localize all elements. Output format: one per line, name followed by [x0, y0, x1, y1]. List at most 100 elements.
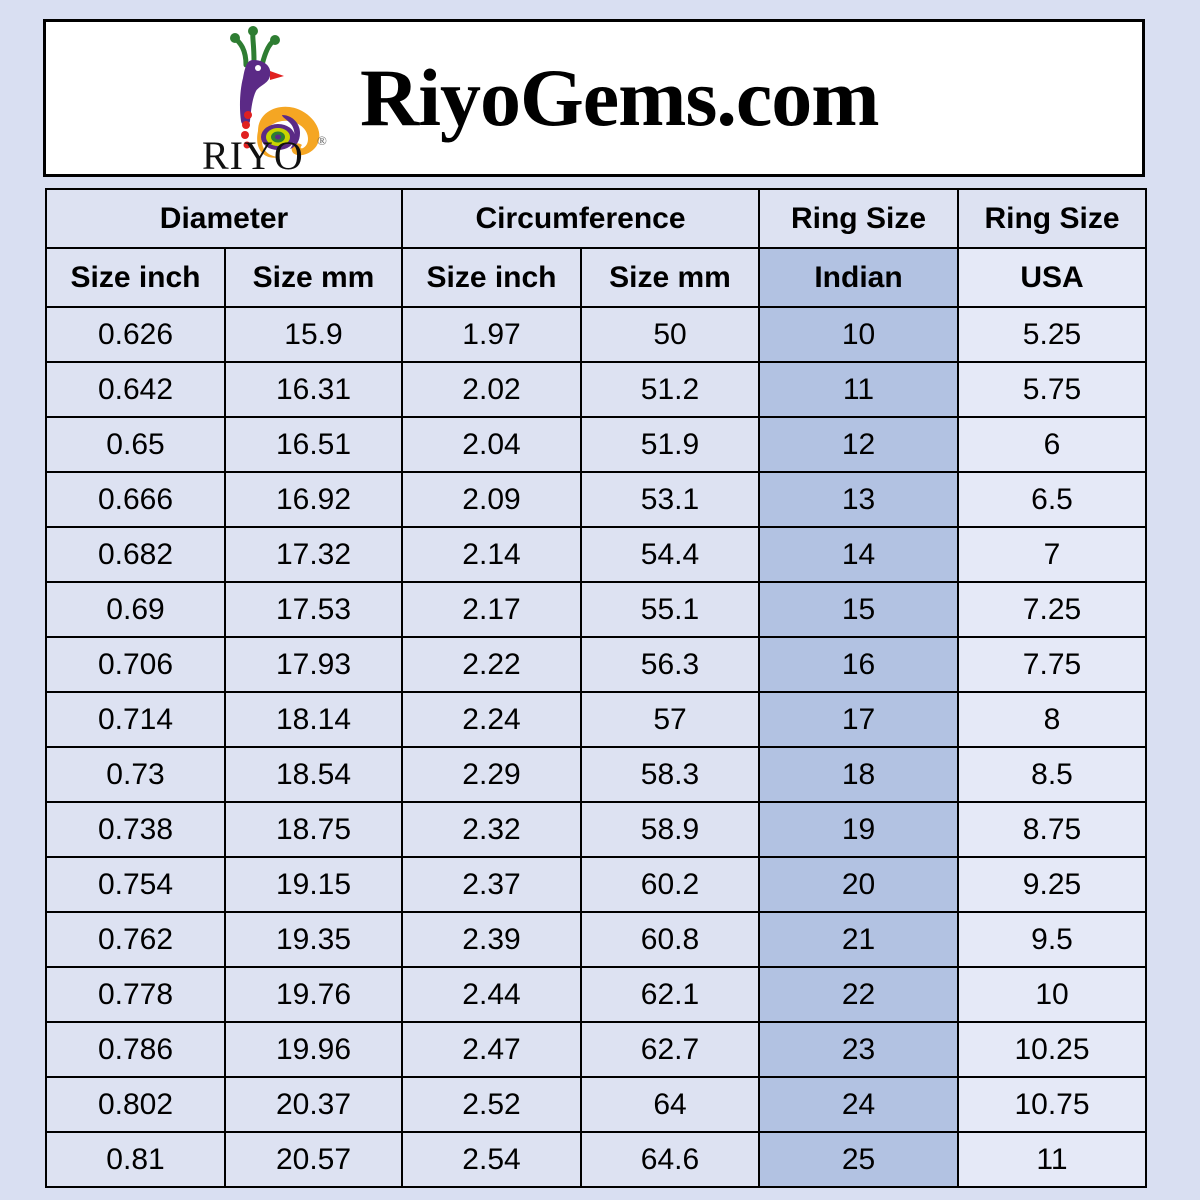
cell-circumference-mm: 55.1 [580, 581, 760, 638]
cell-diameter-inch: 0.738 [45, 801, 226, 858]
cell-circumference-inch: 2.54 [401, 1131, 582, 1188]
cell-diameter-mm: 16.51 [224, 416, 403, 473]
cell-diameter-mm: 17.32 [224, 526, 403, 583]
table-row: 0.642 16.31 2.02 51.2 11 5.75 [45, 361, 1147, 418]
cell-usa: 10.25 [957, 1021, 1147, 1078]
cell-diameter-inch: 0.642 [45, 361, 226, 418]
cell-indian: 25 [758, 1131, 959, 1188]
cell-circumference-mm: 51.2 [580, 361, 760, 418]
cell-usa: 5.25 [957, 306, 1147, 363]
cell-circumference-mm: 50 [580, 306, 760, 363]
table-row: 0.738 18.75 2.32 58.9 19 8.75 [45, 801, 1147, 858]
cell-circumference-inch: 2.37 [401, 856, 582, 913]
svg-text:RIYO: RIYO [202, 133, 304, 173]
cell-circumference-inch: 2.14 [401, 526, 582, 583]
sub-header-diameter-inch: Size inch [45, 247, 226, 308]
cell-indian: 11 [758, 361, 959, 418]
table-row: 0.626 15.9 1.97 50 10 5.25 [45, 306, 1147, 363]
cell-diameter-inch: 0.802 [45, 1076, 226, 1133]
cell-circumference-inch: 2.52 [401, 1076, 582, 1133]
svg-text:®: ® [317, 133, 327, 148]
cell-circumference-inch: 2.22 [401, 636, 582, 693]
table-row: 0.778 19.76 2.44 62.1 22 10 [45, 966, 1147, 1023]
cell-indian: 15 [758, 581, 959, 638]
table-row: 0.666 16.92 2.09 53.1 13 6.5 [45, 471, 1147, 528]
cell-diameter-mm: 17.53 [224, 581, 403, 638]
cell-usa: 6.5 [957, 471, 1147, 528]
cell-circumference-mm: 60.8 [580, 911, 760, 968]
table-row: 0.69 17.53 2.17 55.1 15 7.25 [45, 581, 1147, 638]
table-row: 0.73 18.54 2.29 58.3 18 8.5 [45, 746, 1147, 803]
cell-indian: 17 [758, 691, 959, 748]
cell-circumference-mm: 58.3 [580, 746, 760, 803]
ring-size-table: Diameter Circumference Ring Size Ring Si… [45, 188, 1147, 1188]
cell-indian: 18 [758, 746, 959, 803]
sub-header-usa: USA [957, 247, 1147, 308]
cell-usa: 8.75 [957, 801, 1147, 858]
table-row: 0.754 19.15 2.37 60.2 20 9.25 [45, 856, 1147, 913]
cell-diameter-inch: 0.626 [45, 306, 226, 363]
cell-diameter-inch: 0.682 [45, 526, 226, 583]
cell-usa: 9.5 [957, 911, 1147, 968]
cell-diameter-mm: 19.76 [224, 966, 403, 1023]
cell-circumference-inch: 2.32 [401, 801, 582, 858]
brand-title: RiyoGems.com [360, 52, 880, 143]
cell-usa: 7.25 [957, 581, 1147, 638]
cell-diameter-mm: 19.96 [224, 1021, 403, 1078]
cell-diameter-mm: 15.9 [224, 306, 403, 363]
cell-indian: 16 [758, 636, 959, 693]
cell-diameter-mm: 20.37 [224, 1076, 403, 1133]
cell-circumference-mm: 54.4 [580, 526, 760, 583]
cell-usa: 10.75 [957, 1076, 1147, 1133]
cell-indian: 21 [758, 911, 959, 968]
cell-diameter-mm: 18.75 [224, 801, 403, 858]
cell-diameter-mm: 16.31 [224, 361, 403, 418]
table-row: 0.802 20.37 2.52 64 24 10.75 [45, 1076, 1147, 1133]
cell-circumference-inch: 2.04 [401, 416, 582, 473]
cell-circumference-inch: 2.29 [401, 746, 582, 803]
cell-indian: 14 [758, 526, 959, 583]
cell-circumference-mm: 56.3 [580, 636, 760, 693]
cell-circumference-mm: 64.6 [580, 1131, 760, 1188]
group-header-circumference: Circumference [401, 188, 760, 249]
cell-usa: 8 [957, 691, 1147, 748]
table-row: 0.81 20.57 2.54 64.6 25 11 [45, 1131, 1147, 1188]
group-header-diameter: Diameter [45, 188, 403, 249]
cell-diameter-mm: 18.14 [224, 691, 403, 748]
table-row: 0.682 17.32 2.14 54.4 14 7 [45, 526, 1147, 583]
cell-usa: 8.5 [957, 746, 1147, 803]
cell-circumference-mm: 64 [580, 1076, 760, 1133]
table-group-header-row: Diameter Circumference Ring Size Ring Si… [45, 188, 1147, 249]
sub-header-circumference-inch: Size inch [401, 247, 582, 308]
table-row: 0.786 19.96 2.47 62.7 23 10.25 [45, 1021, 1147, 1078]
cell-indian: 24 [758, 1076, 959, 1133]
cell-circumference-mm: 62.7 [580, 1021, 760, 1078]
cell-diameter-inch: 0.754 [45, 856, 226, 913]
cell-indian: 20 [758, 856, 959, 913]
table-row: 0.714 18.14 2.24 57 17 8 [45, 691, 1147, 748]
cell-circumference-mm: 60.2 [580, 856, 760, 913]
cell-diameter-inch: 0.65 [45, 416, 226, 473]
cell-indian: 22 [758, 966, 959, 1023]
cell-circumference-inch: 2.02 [401, 361, 582, 418]
table-sub-header-row: Size inch Size mm Size inch Size mm Indi… [45, 247, 1147, 308]
cell-diameter-inch: 0.778 [45, 966, 226, 1023]
cell-usa: 11 [957, 1131, 1147, 1188]
cell-usa: 9.25 [957, 856, 1147, 913]
cell-diameter-inch: 0.69 [45, 581, 226, 638]
peacock-paisley-logo-icon: RIYO ® [196, 23, 346, 173]
cell-usa: 7.75 [957, 636, 1147, 693]
cell-usa: 7 [957, 526, 1147, 583]
cell-circumference-inch: 1.97 [401, 306, 582, 363]
cell-usa: 5.75 [957, 361, 1147, 418]
cell-circumference-inch: 2.09 [401, 471, 582, 528]
cell-diameter-mm: 19.15 [224, 856, 403, 913]
cell-indian: 10 [758, 306, 959, 363]
cell-diameter-inch: 0.666 [45, 471, 226, 528]
cell-diameter-inch: 0.714 [45, 691, 226, 748]
cell-indian: 23 [758, 1021, 959, 1078]
cell-circumference-mm: 62.1 [580, 966, 760, 1023]
cell-circumference-mm: 57 [580, 691, 760, 748]
cell-indian: 13 [758, 471, 959, 528]
cell-usa: 10 [957, 966, 1147, 1023]
